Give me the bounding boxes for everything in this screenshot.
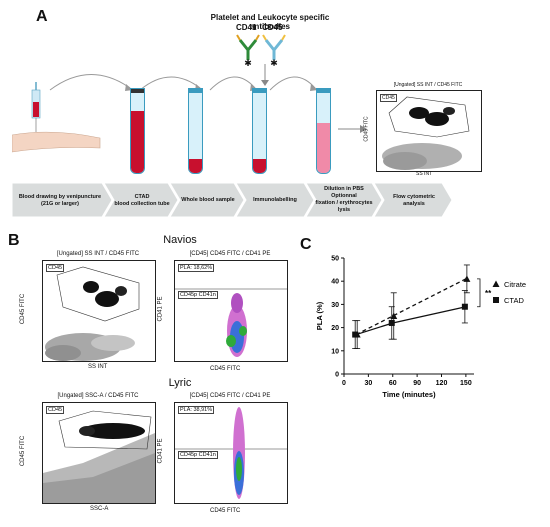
mini-plot-gate-label: CD45 <box>380 94 397 102</box>
y-tick-label: 0 <box>335 372 339 379</box>
cd45-label: CD45 <box>262 23 283 32</box>
svg-text:✱: ✱ <box>270 58 278 66</box>
mini-cytometry-plot: CD45 <box>376 90 482 172</box>
mini-plot-title: [Ungated] SS INT / CD45 FITC <box>393 82 463 88</box>
navios-right-plot: PLA: 18,62% CD45p CD41n <box>174 260 288 362</box>
data-point-citrate <box>463 275 471 282</box>
navios-left-plot: CD45 <box>42 260 156 362</box>
step-3-label: Whole blood sample <box>181 197 235 203</box>
x-tick-label: 0 <box>342 380 346 387</box>
x-tick-label: 120 <box>436 380 448 387</box>
legend-marker <box>493 297 499 303</box>
cd41-antibody-icon: ✱ <box>236 34 260 66</box>
navios-right-scatter <box>175 288 287 357</box>
navios-left-gate: CD45 <box>46 264 65 272</box>
immunolabelling-tube-icon <box>252 88 267 174</box>
lyric-left-xlabel: SSC-A <box>90 506 109 512</box>
lyric-left-plot: CD45 <box>42 402 156 504</box>
mini-plot-ylabel: CD45 FITC <box>363 116 370 142</box>
x-tick-label: 90 <box>413 380 421 387</box>
x-tick-label: 60 <box>389 380 397 387</box>
lyric-right-gate: CD45p CD41n <box>178 451 218 459</box>
mini-plot-xlabel: SS INT <box>416 171 433 177</box>
navios-left-xlabel: SS INT <box>88 364 108 370</box>
step-1-label: Blood drawing by venipuncture (21G or la… <box>18 194 102 207</box>
navios-right-title: [CD45] CD45 FITC / CD41 PE <box>189 251 271 257</box>
lyric-right-xlabel: CD45 FITC <box>210 508 241 514</box>
series-line-ctad <box>355 306 467 336</box>
x-tick-label: 30 <box>364 380 372 387</box>
step-band <box>12 183 452 217</box>
lyric-right-ylabel: CD41 PE <box>157 438 164 464</box>
significance-label: ** <box>485 289 492 298</box>
ctad-tube-icon <box>130 88 145 174</box>
lyric-right-pla: PLA: 38,91% <box>178 406 215 414</box>
navios-right-xlabel: CD45 FITC <box>210 366 241 372</box>
y-axis-label: PLA (%) <box>315 301 324 330</box>
legend-label: Citrate <box>504 280 526 289</box>
mini-plot-scatter <box>382 96 470 170</box>
lyric-right-plot: PLA: 38,91% CD45p CD41n <box>174 402 288 504</box>
cd45-antibody-icon: ✱ <box>262 34 286 66</box>
data-point-ctad <box>388 319 395 326</box>
cd41-label: CD41 <box>236 23 257 32</box>
x-tick-label: 150 <box>460 380 472 387</box>
step-5-label: Dilution in PBS Optionnal fixation / ery… <box>315 186 373 213</box>
data-point-citrate <box>390 312 398 319</box>
lyric-left-scatter <box>43 410 155 503</box>
panel-b-letter: B <box>8 232 20 249</box>
pla-line-chart: 0 10 20 30 40 50 0 30 60 90 120 150 Time (minutes) PL… <box>315 256 526 400</box>
lyric-label: Lyric <box>168 377 192 389</box>
whole-blood-tube-icon <box>188 88 203 174</box>
lyric-right-scatter <box>175 407 287 499</box>
y-tick-label: 30 <box>331 302 339 309</box>
navios-label: Navios <box>163 234 197 246</box>
navios-right-gate: CD45p CD41n <box>178 291 218 299</box>
y-tick-label: 20 <box>331 325 339 332</box>
panel-c-letter: C <box>300 236 312 253</box>
step-2-label: CTAD blood collection tube <box>114 194 170 207</box>
lyric-left-ylabel: CD45 FITC <box>20 435 27 467</box>
data-point-ctad <box>461 303 468 310</box>
navios-left-title: [Ungated] SS INT / CD45 FITC <box>56 251 140 257</box>
step-4-label: Immunolabelling <box>253 197 297 203</box>
panel-a-letter: A <box>36 8 48 25</box>
svg-text:✱: ✱ <box>244 58 252 66</box>
antibody-title: Platelet and Leukocyte specific antibodi… <box>210 13 330 31</box>
dilution-tube-icon <box>316 88 331 174</box>
y-tick-label: 40 <box>331 279 339 286</box>
significance-bracket <box>477 278 481 308</box>
navios-right-pla: PLA: 18,62% <box>178 264 215 272</box>
navios-right-ylabel: CD41 PE <box>157 296 164 322</box>
x-axis-label: Time (minutes) <box>382 390 436 399</box>
antibody-icons: ✱ ✱ <box>236 34 286 66</box>
navios-left-scatter <box>45 266 140 361</box>
step-6-label: Flow cytometric analysis <box>393 194 435 207</box>
arm-venipuncture-illustration <box>12 82 101 153</box>
series-line-citrate <box>355 278 467 336</box>
navios-left-ylabel: CD45 FITC <box>20 293 27 325</box>
lyric-left-gate: CD45 <box>46 406 65 414</box>
arrow-right-icon <box>338 125 367 133</box>
lyric-left-title: [Ungated] SSC-A / CD45 FITC <box>57 393 139 399</box>
lyric-right-title: [CD45] CD45 FITC / CD41 PE <box>189 393 271 399</box>
legend-label: CTAD <box>504 296 524 305</box>
y-tick-label: 50 <box>331 256 339 263</box>
legend-marker <box>492 280 500 287</box>
data-point-ctad <box>352 331 359 338</box>
arrow-down-icon <box>261 64 269 86</box>
y-tick-label: 10 <box>331 348 339 355</box>
